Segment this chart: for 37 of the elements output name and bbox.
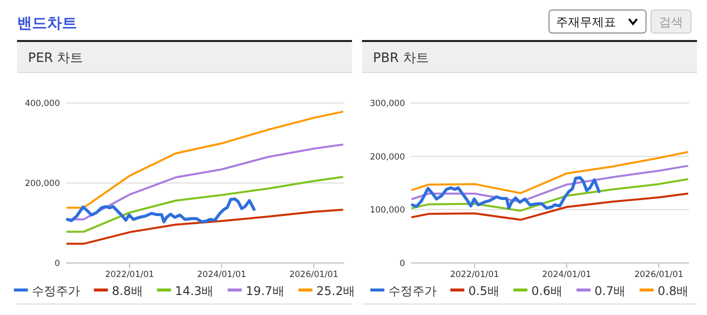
y-tick-label: 200,000 (24, 179, 60, 189)
line-series (66, 176, 344, 233)
x-tick-label: 2024/01/01 (542, 270, 592, 280)
x-tick-label: 2024/01/01 (197, 270, 246, 280)
legend-label: 25.2배 (316, 284, 356, 298)
legend-label: 수정주가 (388, 284, 436, 298)
line-series (66, 110, 344, 209)
x-tick-label: 2022/01/01 (450, 270, 500, 280)
text: 검색 (659, 15, 683, 29)
legend-label: 0.5배 (468, 284, 500, 298)
y-tick-label: 200,000 (370, 152, 405, 162)
y-tick-label: 100,000 (370, 206, 405, 216)
legend-label: 14.3배 (174, 284, 214, 298)
line-series (411, 192, 688, 221)
y-tick-label: 0 (400, 259, 405, 269)
y-tick-label: 400,000 (24, 99, 60, 109)
legend-label: 8.8배 (112, 284, 143, 298)
line-series (411, 178, 688, 212)
line-series (411, 164, 688, 203)
text: 주재무제표 (556, 15, 616, 29)
x-tick-label: 2022/01/01 (105, 270, 154, 280)
x-tick-label: 2026/01/01 (634, 270, 684, 280)
line-series (66, 208, 344, 245)
legend-label: 수정주가 (32, 284, 80, 298)
line-series (411, 151, 688, 194)
y-tick-label: 300,000 (370, 99, 405, 109)
text: 밴드차트 (17, 14, 77, 32)
x-tick-label: 2026/01/01 (289, 270, 338, 280)
legend-label: 0.8배 (658, 284, 689, 298)
chart-title: PBR 차트 (373, 51, 429, 66)
y-tick-label: 0 (54, 259, 60, 269)
legend-label: 0.6배 (531, 284, 562, 298)
chart-title: PER 차트 (28, 51, 84, 66)
legend-label: 0.7배 (594, 284, 626, 298)
line-series (410, 176, 601, 210)
line-series (66, 198, 256, 224)
legend-label: 19.7배 (246, 284, 284, 298)
